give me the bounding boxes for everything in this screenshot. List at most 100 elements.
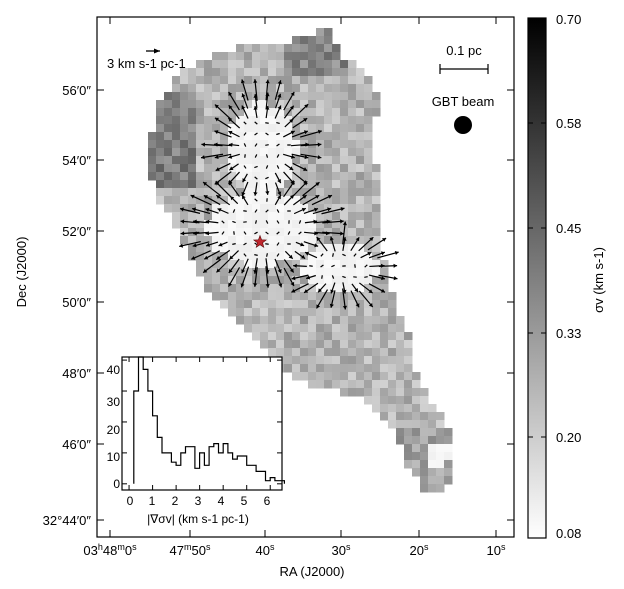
heatmap-cell [204,268,213,277]
heatmap-cell [156,148,165,157]
heatmap-cell [292,116,301,125]
heatmap-cell [244,308,253,317]
histogram-bar [256,471,261,483]
heatmap-cell [316,356,325,365]
gradient-vector [298,231,302,235]
heatmap-cell [332,204,341,213]
heatmap-cell [316,148,325,157]
gradient-vector-head [216,255,221,260]
heatmap-cell [268,284,277,293]
heatmap-cell [340,380,349,389]
heatmap-cell [212,260,221,269]
heatmap-cell [324,44,333,53]
heatmap-cell [388,356,397,365]
heatmap-cell [436,484,445,493]
heatmap-cell [340,276,349,285]
heatmap-cell [268,140,277,149]
heatmap-cell [372,300,381,309]
gradient-vector-head [204,255,209,260]
heatmap-cell [308,316,317,325]
colorbar-tick-label: 0.45 [556,221,581,236]
heatmap-cell [212,108,221,117]
heatmap-cell [324,84,333,93]
heatmap-cell [324,324,333,333]
heatmap-cell [404,372,413,381]
heatmap-cell [372,364,381,373]
heatmap-cell [156,116,165,125]
heatmap-cell [228,308,237,317]
heatmap-cell [268,324,277,333]
heatmap-cell [236,172,245,181]
gradient-vector-head [355,303,360,308]
heatmap-cell [236,108,245,117]
gradient-vector-head [316,237,321,242]
heatmap-cell [324,292,333,301]
heatmap-cell [372,204,381,213]
gradient-vector [315,289,329,309]
heatmap-cell [324,252,333,261]
heatmap-cell [204,148,213,157]
heatmap-cell [404,428,413,437]
gradient-vector [266,253,268,257]
heatmap-cell [276,196,285,205]
heatmap-cell [388,380,397,389]
heatmap-cell [300,244,309,253]
heatmap-cell [204,108,213,117]
heatmap-cell [292,196,301,205]
heatmap-cell [292,132,301,141]
gradient-vector [243,121,247,125]
gradient-vector-head [215,167,220,171]
gradient-vector-head [228,181,233,186]
heatmap-cell [436,468,445,477]
heatmap-cell [316,84,325,93]
gradient-vector [292,181,308,197]
heatmap-cell [332,324,341,333]
heatmap-cell [260,340,269,349]
heatmap-cell [284,356,293,365]
gradient-vector-head [301,254,306,259]
heatmap-cell [364,372,373,381]
heatmap-cell [356,92,365,101]
heatmap-cell [380,284,389,293]
histogram-bar [251,465,256,484]
heatmap-cell [332,148,341,157]
heatmap-cell [220,292,229,301]
heatmap-cell [380,260,389,269]
heatmap-cell [388,412,397,421]
heatmap-cell [196,212,205,221]
y-axis-label: Dec (J2000) [14,237,29,308]
heatmap-cell [292,164,301,173]
heatmap-cell [388,348,397,357]
heatmap-cell [324,100,333,109]
heatmap-cell [300,268,309,277]
heatmap-cell [252,244,261,253]
gradient-vector-head [367,252,372,256]
heatmap-cell [204,76,213,85]
heatmap-cell [300,316,309,325]
heatmap-cell [356,276,365,285]
heatmap-cell [220,68,229,77]
heatmap-cell [340,100,349,109]
heatmap-cell [260,260,269,269]
heatmap-cell [324,60,333,69]
heatmap-cell [340,60,349,69]
heatmap-cell [428,460,437,469]
heatmap-cell [180,148,189,157]
gradient-vector-head [240,283,245,288]
heatmap-cell [308,180,317,189]
heatmap-cell [348,308,357,317]
gradient-vector [265,165,269,169]
gradient-vector-head [304,155,309,160]
heatmap-cell [220,180,229,189]
heatmap-cell [428,484,437,493]
gradient-vector-head [265,191,270,195]
histogram-bar [200,453,205,484]
heatmap-cell [324,268,333,277]
heatmap-cell [356,260,365,269]
heatmap-cell [276,52,285,61]
heatmap-cell [236,92,245,101]
heatmap-cell [380,332,389,341]
heatmap-cell [284,244,293,253]
heatmap-cell [324,108,333,117]
heatmap-cell [284,324,293,333]
